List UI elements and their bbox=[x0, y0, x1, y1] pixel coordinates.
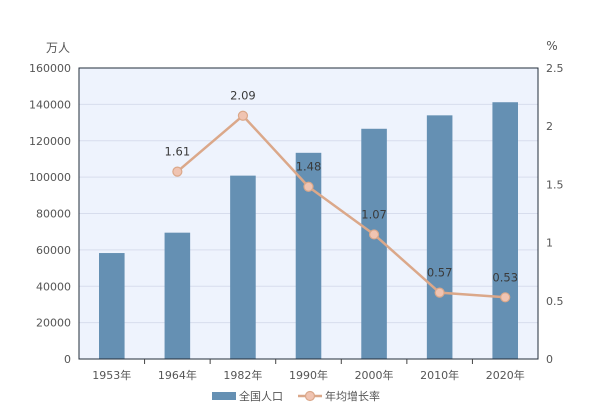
data-label: 0.57 bbox=[427, 266, 453, 280]
x-tick-label: 1953年 bbox=[92, 368, 131, 382]
data-label: 0.53 bbox=[492, 270, 518, 284]
bar bbox=[98, 253, 125, 359]
y-right-tick-label: 1 bbox=[546, 237, 553, 250]
data-label: 2.09 bbox=[230, 89, 256, 103]
data-label: 1.61 bbox=[165, 145, 191, 159]
axes-group: 0 20000 40000 60000 80000 100000 120000 140000 1… bbox=[29, 62, 564, 382]
y-right-tick-label: 1.5 bbox=[546, 178, 564, 191]
bar bbox=[230, 175, 256, 359]
bars-group bbox=[98, 102, 519, 359]
x-tick-label: 1990年 bbox=[289, 368, 328, 382]
data-label: 1.48 bbox=[296, 160, 322, 174]
growth-rate-line bbox=[176, 114, 506, 299]
x-tick-label: 1964年 bbox=[158, 368, 197, 382]
y-left-tick-label: 160000 bbox=[29, 62, 71, 75]
x-tick-label: 2020年 bbox=[486, 368, 525, 382]
legend: 全国人口 年均增长率 bbox=[212, 389, 380, 403]
line-marker bbox=[434, 287, 445, 298]
left-axis-unit: 万人 bbox=[46, 41, 70, 55]
x-tick-label: 2000年 bbox=[355, 368, 394, 382]
legend-line-label: 年均增长率 bbox=[325, 389, 380, 403]
y-left-tick-label: 40000 bbox=[36, 280, 71, 293]
line-marker bbox=[500, 292, 511, 303]
y-left-tick-label: 60000 bbox=[36, 244, 71, 257]
y-left-tick-label: 140000 bbox=[29, 98, 71, 111]
x-tick-label: 2010年 bbox=[420, 368, 459, 382]
right-axis-unit: % bbox=[546, 39, 557, 53]
legend-line-marker bbox=[304, 390, 316, 402]
y-left-tick-label: 100000 bbox=[29, 171, 71, 184]
y-right-tick-label: 0 bbox=[546, 353, 553, 366]
line-marker bbox=[368, 229, 380, 240]
line-group: 1.61 2.09 1.48 1.07 0.57 0.53 bbox=[165, 89, 518, 303]
bar bbox=[492, 102, 519, 359]
line-marker bbox=[237, 110, 249, 121]
y-left-tick-label: 120000 bbox=[29, 135, 71, 148]
y-right-tick-label: 2.5 bbox=[546, 62, 564, 75]
line-marker bbox=[172, 166, 183, 177]
bar bbox=[426, 115, 453, 359]
y-right-tick-label: 0.5 bbox=[546, 295, 564, 308]
y-left-tick-label: 20000 bbox=[36, 317, 71, 330]
data-label: 1.07 bbox=[361, 207, 387, 221]
line-marker bbox=[303, 181, 314, 192]
bar bbox=[164, 232, 191, 359]
y-left-tick-label: 80000 bbox=[36, 208, 71, 221]
legend-bar-label: 全国人口 bbox=[239, 389, 283, 403]
x-tick-label: 1982年 bbox=[223, 368, 262, 382]
legend-bar-swatch bbox=[212, 392, 236, 400]
y-right-tick-label: 2 bbox=[546, 120, 553, 133]
y-left-tick-label: 0 bbox=[64, 353, 71, 366]
plot-frame bbox=[78, 67, 539, 360]
bar bbox=[361, 128, 387, 359]
